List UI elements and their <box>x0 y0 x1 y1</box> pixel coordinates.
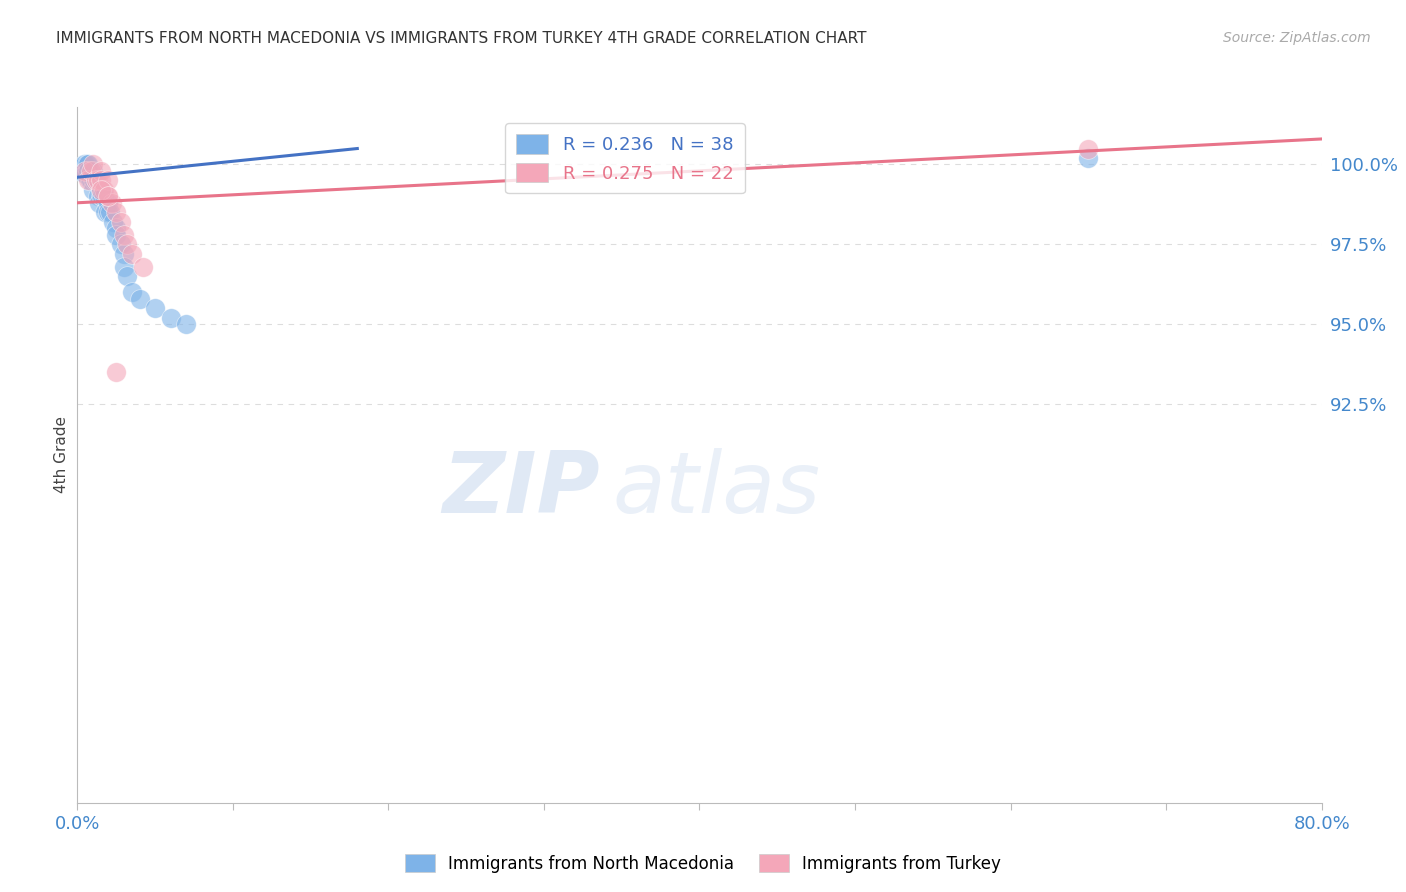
Point <box>70 161 93 175</box>
Point <box>110 215 132 229</box>
Point <box>69 164 91 178</box>
Point <box>77 173 100 187</box>
Point <box>82 173 104 187</box>
Point <box>90 183 112 197</box>
Text: ZIP: ZIP <box>443 448 600 532</box>
Point <box>90 173 112 187</box>
Legend: R = 0.236   N = 38, R = 0.275   N = 22: R = 0.236 N = 38, R = 0.275 N = 22 <box>505 123 745 194</box>
Point <box>1077 142 1099 156</box>
Point <box>87 195 110 210</box>
Point <box>79 173 101 187</box>
Point <box>115 269 138 284</box>
Text: atlas: atlas <box>613 448 820 532</box>
Point <box>86 189 108 203</box>
Point <box>80 164 103 178</box>
Point <box>97 173 120 187</box>
Point <box>101 215 124 229</box>
Point <box>100 195 122 210</box>
Point <box>131 260 153 274</box>
Point <box>86 173 108 187</box>
Point <box>82 157 104 171</box>
Text: IMMIGRANTS FROM NORTH MACEDONIA VS IMMIGRANTS FROM TURKEY 4TH GRADE CORRELATION : IMMIGRANTS FROM NORTH MACEDONIA VS IMMIG… <box>56 31 866 46</box>
Point <box>90 189 112 203</box>
Point <box>82 183 104 197</box>
Point <box>143 301 166 315</box>
Point <box>77 157 100 171</box>
Point <box>128 292 150 306</box>
Point <box>159 310 181 325</box>
Point <box>112 247 135 261</box>
Point <box>76 157 98 171</box>
Point <box>75 157 97 171</box>
Point <box>97 205 120 219</box>
Point <box>112 227 135 242</box>
Point <box>105 227 128 242</box>
Point <box>1077 151 1099 165</box>
Point <box>98 205 121 219</box>
Point <box>94 205 117 219</box>
Point <box>105 365 128 379</box>
Point <box>115 237 138 252</box>
Legend: Immigrants from North Macedonia, Immigrants from Turkey: Immigrants from North Macedonia, Immigra… <box>398 847 1008 880</box>
Text: Source: ZipAtlas.com: Source: ZipAtlas.com <box>1223 31 1371 45</box>
Point <box>84 173 107 187</box>
Point <box>110 237 132 252</box>
Point <box>72 157 94 171</box>
Point <box>90 183 112 197</box>
Point <box>80 173 103 187</box>
Y-axis label: 4th Grade: 4th Grade <box>53 417 69 493</box>
Point <box>97 189 120 203</box>
Point <box>105 221 128 235</box>
Point <box>90 164 112 178</box>
Point <box>75 164 97 178</box>
Point <box>97 195 120 210</box>
Point <box>77 164 100 178</box>
Point <box>174 317 197 331</box>
Point <box>93 183 115 197</box>
Point <box>93 189 115 203</box>
Point <box>97 189 120 203</box>
Point <box>121 285 143 300</box>
Point <box>82 164 104 178</box>
Point <box>83 173 105 187</box>
Point <box>91 189 114 203</box>
Point <box>75 167 97 181</box>
Point <box>121 247 143 261</box>
Point <box>112 260 135 274</box>
Point <box>84 173 107 187</box>
Point <box>105 205 128 219</box>
